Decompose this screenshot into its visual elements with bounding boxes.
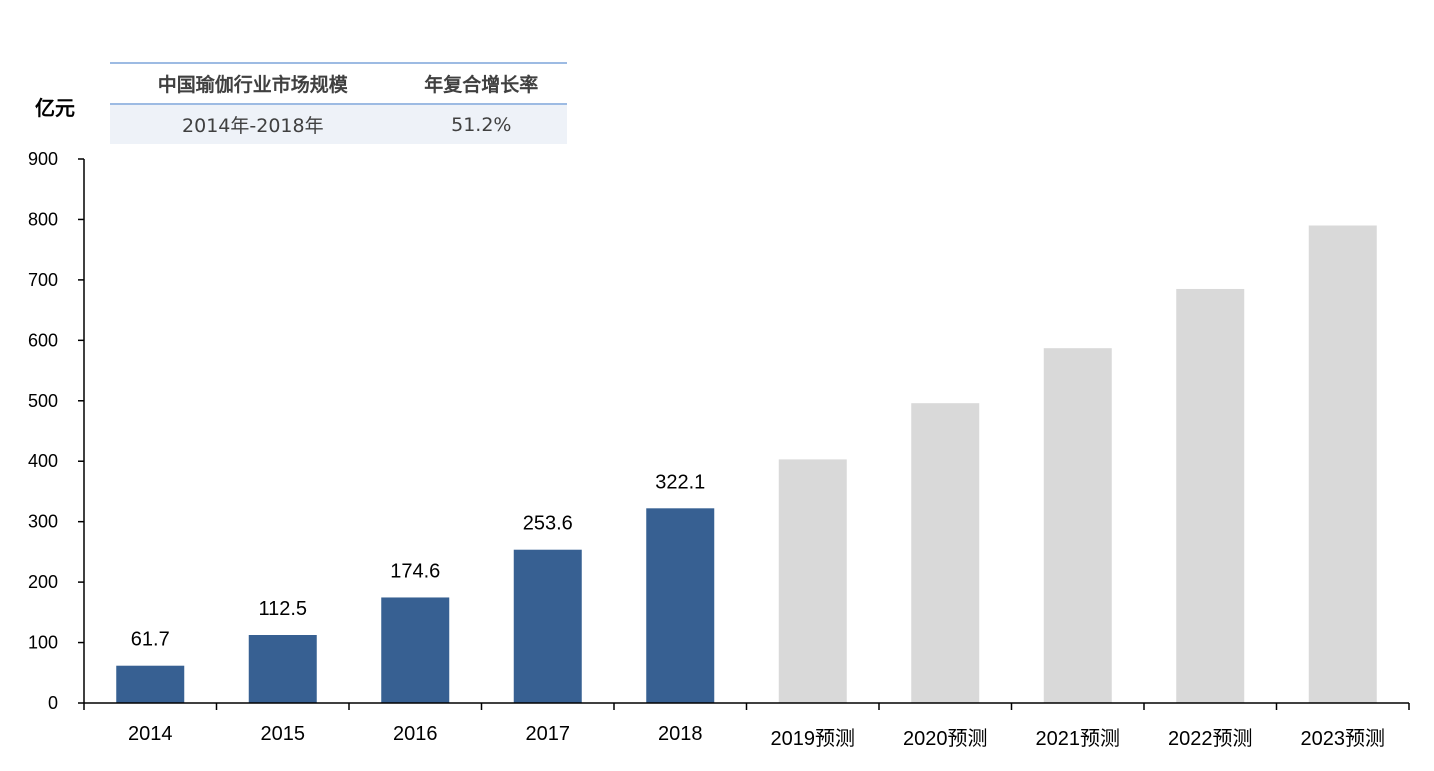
data-label: 322.1 <box>655 471 705 493</box>
bar <box>646 508 715 703</box>
bar <box>513 549 582 703</box>
bar-forecast <box>1043 348 1112 703</box>
y-tick-label: 800 <box>28 209 58 229</box>
y-tick-label: 500 <box>28 391 58 411</box>
x-tick-label: 2015 <box>261 723 306 745</box>
x-tick-label: 2021预测 <box>1036 727 1121 750</box>
data-label: 253.6 <box>523 513 573 535</box>
y-tick-label: 300 <box>28 512 58 532</box>
y-tick-label: 900 <box>28 149 58 169</box>
y-tick-label: 700 <box>28 270 58 290</box>
x-tick-label: 2019预测 <box>771 727 856 750</box>
bar <box>116 665 185 703</box>
bar-forecast <box>778 459 847 703</box>
bar-forecast <box>1308 225 1377 703</box>
y-axis: 0 100 200 300 400 500 600 700 800 900 <box>28 149 85 713</box>
x-tick-label: 2014 <box>128 723 173 745</box>
cagr-table-header: 中国瑜伽行业市场规模 年复合增长率 <box>110 62 567 105</box>
y-tick-label: 400 <box>28 451 58 471</box>
cagr-period: 2014年-2018年 <box>110 104 396 144</box>
cagr-header-market: 中国瑜伽行业市场规模 <box>110 62 396 105</box>
y-tick-label: 100 <box>28 633 58 653</box>
y-tick-label: 600 <box>28 330 58 350</box>
cagr-table-row: 2014年-2018年 51.2% <box>110 104 567 144</box>
x-tick-label: 2022预测 <box>1168 727 1253 750</box>
data-label: 174.6 <box>390 560 440 582</box>
bar-forecast <box>911 403 980 703</box>
bar <box>381 597 450 703</box>
data-label: 61.7 <box>131 629 170 651</box>
x-tick-label: 2016 <box>393 723 438 745</box>
x-tick-label: 2020预测 <box>903 727 988 750</box>
cagr-table: 中国瑜伽行业市场规模 年复合增长率 2014年-2018年 51.2% <box>110 62 567 144</box>
cagr-value: 51.2% <box>395 104 567 144</box>
x-tick-label: 2018 <box>658 723 703 745</box>
x-axis: 2014 2015 2016 2017 2018 2019预测 2020预测 2021预测 20… <box>83 702 1410 750</box>
bars: 61.7 112.5 174.6 253.6 322.1 <box>116 225 1377 703</box>
data-label: 112.5 <box>258 598 307 620</box>
bar <box>248 635 317 703</box>
y-axis-unit: 亿元 <box>35 96 75 120</box>
x-tick-label: 2017 <box>526 723 571 745</box>
x-tick-label: 2023预测 <box>1301 727 1386 750</box>
bar-forecast <box>1176 288 1245 703</box>
y-tick-label: 200 <box>28 572 58 592</box>
cagr-header-rate: 年复合增长率 <box>395 62 567 105</box>
y-tick-label: 0 <box>48 693 58 713</box>
